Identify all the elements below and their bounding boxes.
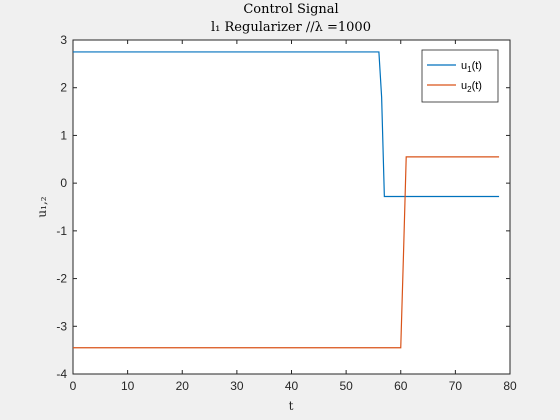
y-tick-label: 3 <box>60 33 67 47</box>
y-axis-label: u₁,₂ <box>35 196 49 217</box>
x-tick-label: 20 <box>176 379 190 393</box>
y-tick-label: 0 <box>60 176 67 190</box>
x-tick-label: 40 <box>285 379 299 393</box>
legend-label-2: u2(t) <box>461 80 482 94</box>
x-axis-label: t <box>289 399 294 413</box>
x-tick-label: 60 <box>394 379 408 393</box>
x-tick-label: 70 <box>449 379 463 393</box>
y-tick-label: -2 <box>56 272 67 286</box>
chart-title: Control Signal <box>243 2 338 17</box>
y-tick-label: -1 <box>56 224 67 238</box>
legend: u1(t) u2(t) <box>422 50 498 102</box>
y-tick-label: 1 <box>60 128 67 142</box>
y-tick-label: -3 <box>56 319 67 333</box>
x-tick-label: 10 <box>121 379 135 393</box>
chart-subtitle: l₁ Regularizer //λ =1000 <box>211 20 371 35</box>
x-tick-label: 30 <box>230 379 244 393</box>
legend-label-1: u1(t) <box>461 60 482 74</box>
x-tick-label: 0 <box>70 379 77 393</box>
legend-box <box>422 50 498 102</box>
x-tick-label: 80 <box>503 379 517 393</box>
y-tick-label: -4 <box>56 367 67 381</box>
x-tick-label: 50 <box>339 379 353 393</box>
y-tick-label: 2 <box>60 81 67 95</box>
